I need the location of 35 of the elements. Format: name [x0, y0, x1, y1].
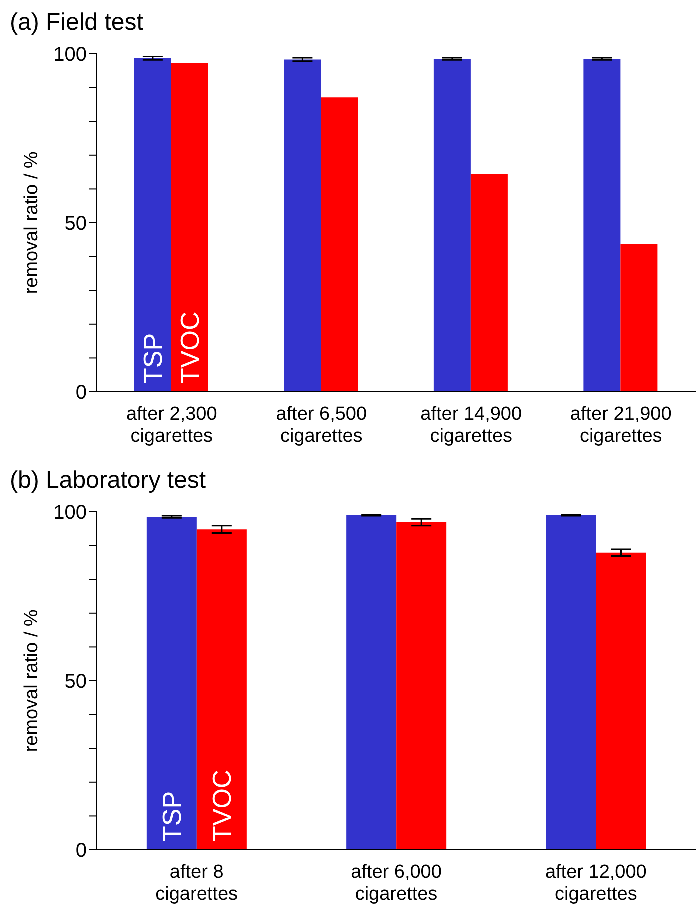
x-tick-label: after 14,900 cigarettes — [420, 404, 522, 447]
chart-title: (a) Field test — [9, 8, 144, 38]
bar — [134, 58, 172, 392]
bar — [321, 98, 358, 392]
bar — [171, 63, 208, 392]
bar — [434, 59, 471, 392]
y-tick-label: 100 — [54, 44, 87, 66]
x-tick-label: after 12,000 cigarettes — [545, 862, 647, 905]
x-tick-label: after 21,900 cigarettes — [570, 404, 672, 447]
bar — [196, 530, 247, 850]
series-label: TVOC — [174, 312, 205, 384]
bar — [284, 60, 322, 392]
bar — [596, 552, 646, 850]
bar — [584, 59, 621, 392]
y-tick-label: 0 — [76, 840, 87, 862]
series-label: TVOC — [206, 770, 237, 842]
y-tick-label: 100 — [54, 502, 87, 524]
bar — [546, 515, 596, 850]
x-tick-label: after 8 cigarettes — [156, 862, 238, 905]
x-tick-label: after 2,300 cigarettes — [126, 404, 218, 447]
y-axis-title: removal ratio / % — [22, 610, 42, 752]
bar — [396, 522, 447, 850]
y-tick-label: 0 — [76, 382, 87, 404]
y-tick-label: 50 — [64, 213, 87, 236]
bar — [620, 244, 658, 392]
bar — [470, 174, 508, 392]
series-label: TSP — [138, 333, 168, 384]
series-label: TSP — [156, 791, 187, 842]
chart-title: (b) Laboratory test — [9, 466, 208, 496]
x-tick-label: after 6,500 cigarettes — [276, 404, 368, 447]
bar — [346, 515, 397, 850]
y-tick-label: 50 — [64, 671, 87, 694]
y-axis-title: removal ratio / % — [22, 152, 42, 294]
x-tick-label: after 6,000 cigarettes — [351, 862, 442, 905]
bar — [146, 517, 197, 850]
